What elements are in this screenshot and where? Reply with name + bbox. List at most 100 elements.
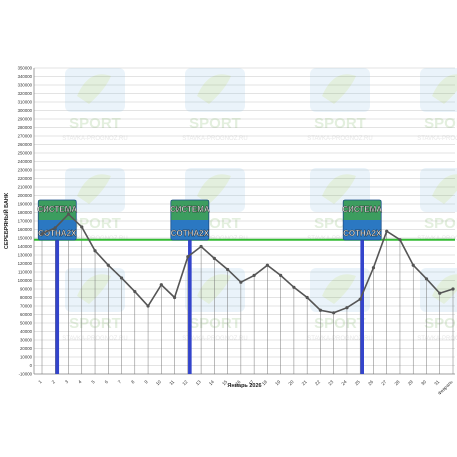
x-tick-label: 10: [155, 379, 162, 386]
x-tick-label: 1: [37, 379, 43, 385]
badge-top-band: [343, 200, 382, 220]
badge-label-line2: COTHA2X: [343, 229, 382, 238]
data-point: [438, 291, 442, 295]
data-point: [40, 232, 44, 236]
data-point: [265, 263, 269, 267]
y-tick-label: 260000: [18, 142, 33, 147]
watermark-url-text: STAVKA-PROGNOZ.RU: [307, 336, 372, 342]
data-point: [93, 249, 97, 253]
watermark-swoosh-icon: [197, 74, 231, 104]
data-point: [53, 226, 57, 230]
watermark-url-text: STAVKA-PROGNOZ.RU: [182, 336, 247, 342]
y-tick-label: 90000: [20, 287, 33, 292]
data-point: [172, 295, 177, 300]
data-point: [119, 276, 124, 280]
drop-lines: [41, 214, 454, 374]
data-point: [146, 304, 150, 308]
watermark-logo-shape: [65, 68, 125, 112]
data-point: [371, 266, 376, 270]
y-tick-label: 200000: [18, 193, 33, 198]
y-tick-label: 30000: [20, 338, 33, 343]
watermark-logo-shape: [420, 68, 457, 112]
system-badge: СИСТЕМА COTHA2X: [342, 199, 382, 241]
y-tick-label: 170000: [18, 219, 33, 224]
watermark-logo-text: SPORT: [424, 315, 457, 332]
y-tick-label: 230000: [18, 168, 33, 173]
y-tick-label: 350000: [18, 66, 33, 71]
x-tick-label: 8: [130, 379, 136, 385]
x-tick-label: 23: [327, 379, 334, 386]
y-tick-label: 270000: [18, 134, 33, 139]
x-tick-label: 17: [248, 379, 255, 386]
y-tick-label: 300000: [18, 108, 33, 113]
watermark-logo-text: SPORT: [424, 115, 457, 132]
data-point: [292, 285, 296, 289]
watermark-logo: SPORT STAVKA-PROGNOZ.RU: [307, 68, 373, 142]
data-point: [252, 273, 256, 277]
marker-bar: [55, 222, 60, 374]
watermark-url-text: STAVKA-PROGNOZ.RU: [307, 136, 372, 142]
data-point: [239, 280, 243, 284]
x-tick-label: 4: [77, 379, 83, 385]
x-tick-label: 13: [195, 379, 202, 386]
series-layer: [40, 212, 455, 315]
watermark-swoosh-icon: [77, 174, 111, 204]
watermark-logo-shape: [185, 268, 245, 312]
y-tick-label: 10000: [20, 355, 33, 360]
watermark-swoosh-icon: [432, 174, 457, 204]
x-tick-label: 22: [314, 379, 321, 386]
watermark-logo-shape: [420, 168, 457, 212]
x-tick-label: 28: [394, 379, 401, 386]
x-tick-label: 29: [407, 379, 414, 386]
watermark-swoosh-icon: [432, 274, 457, 304]
x-tick-label: Февраль: [437, 379, 454, 396]
watermark-swoosh-icon: [197, 274, 231, 304]
watermark-url-text: STAVKA-PROGNOZ.RU: [417, 136, 457, 142]
data-point: [159, 283, 163, 287]
data-point: [398, 238, 402, 242]
y-tick-label: 40000: [20, 329, 33, 334]
series-line: [41, 213, 454, 314]
watermark-url-text: STAVKA-PROGNOZ.RU: [182, 136, 247, 142]
watermark-layer: SPORT STAVKA-PROGNOZ.RU SPORT STAVKA-PROGNO…: [62, 68, 457, 342]
data-point: [212, 256, 216, 260]
badge-label-line1: СИСТЕМА: [342, 205, 382, 214]
x-tick-label: 3: [64, 379, 70, 385]
badge-border: [342, 199, 382, 241]
badge-top-band: [170, 200, 209, 220]
y-tick-label: 190000: [18, 202, 33, 207]
x-tick-label: 26: [367, 379, 374, 386]
data-point: [332, 311, 336, 315]
y-tick-label: 320000: [18, 91, 33, 96]
data-point: [199, 244, 203, 249]
grid-lines: [33, 67, 455, 375]
watermark-logo-shape: [310, 68, 370, 112]
x-tick-label: 24: [340, 379, 347, 386]
x-tick-label: 20: [287, 379, 294, 386]
badge-label-line2: COTHA2X: [171, 229, 210, 238]
watermark-logo: SPORT STAVKA-PROGNOZ.RU: [417, 268, 457, 342]
y-tick-label: 50000: [20, 321, 33, 326]
watermark-url-text: STAVKA-PROGNOZ.RU: [62, 136, 127, 142]
watermark-logo-text: SPORT: [424, 215, 457, 232]
watermark-logo: SPORT STAVKA-PROGNOZ.RU: [62, 68, 128, 142]
watermark-logo-shape: [65, 168, 125, 212]
x-tick-label: 2: [51, 379, 57, 385]
x-tick-label: 15: [221, 379, 228, 386]
marker-bar: [188, 222, 192, 374]
y-tick-label: 210000: [18, 185, 33, 190]
watermark-swoosh-icon: [322, 274, 356, 304]
watermark-url-text: STAVKA-PROGNOZ.RU: [417, 336, 457, 342]
data-point: [305, 295, 309, 300]
watermark-swoosh-icon: [77, 274, 111, 304]
y-tick-label: 150000: [18, 236, 33, 241]
x-tick-label: 31: [433, 379, 440, 386]
x-tick-label: 9: [143, 379, 149, 385]
data-point: [133, 289, 137, 294]
y-tick-label: 290000: [18, 117, 33, 122]
data-point: [345, 306, 349, 310]
data-point: [66, 212, 71, 216]
y-tick-label: 120000: [18, 261, 33, 266]
system-badge: СИСТЕМА COTHA2X: [170, 199, 210, 241]
